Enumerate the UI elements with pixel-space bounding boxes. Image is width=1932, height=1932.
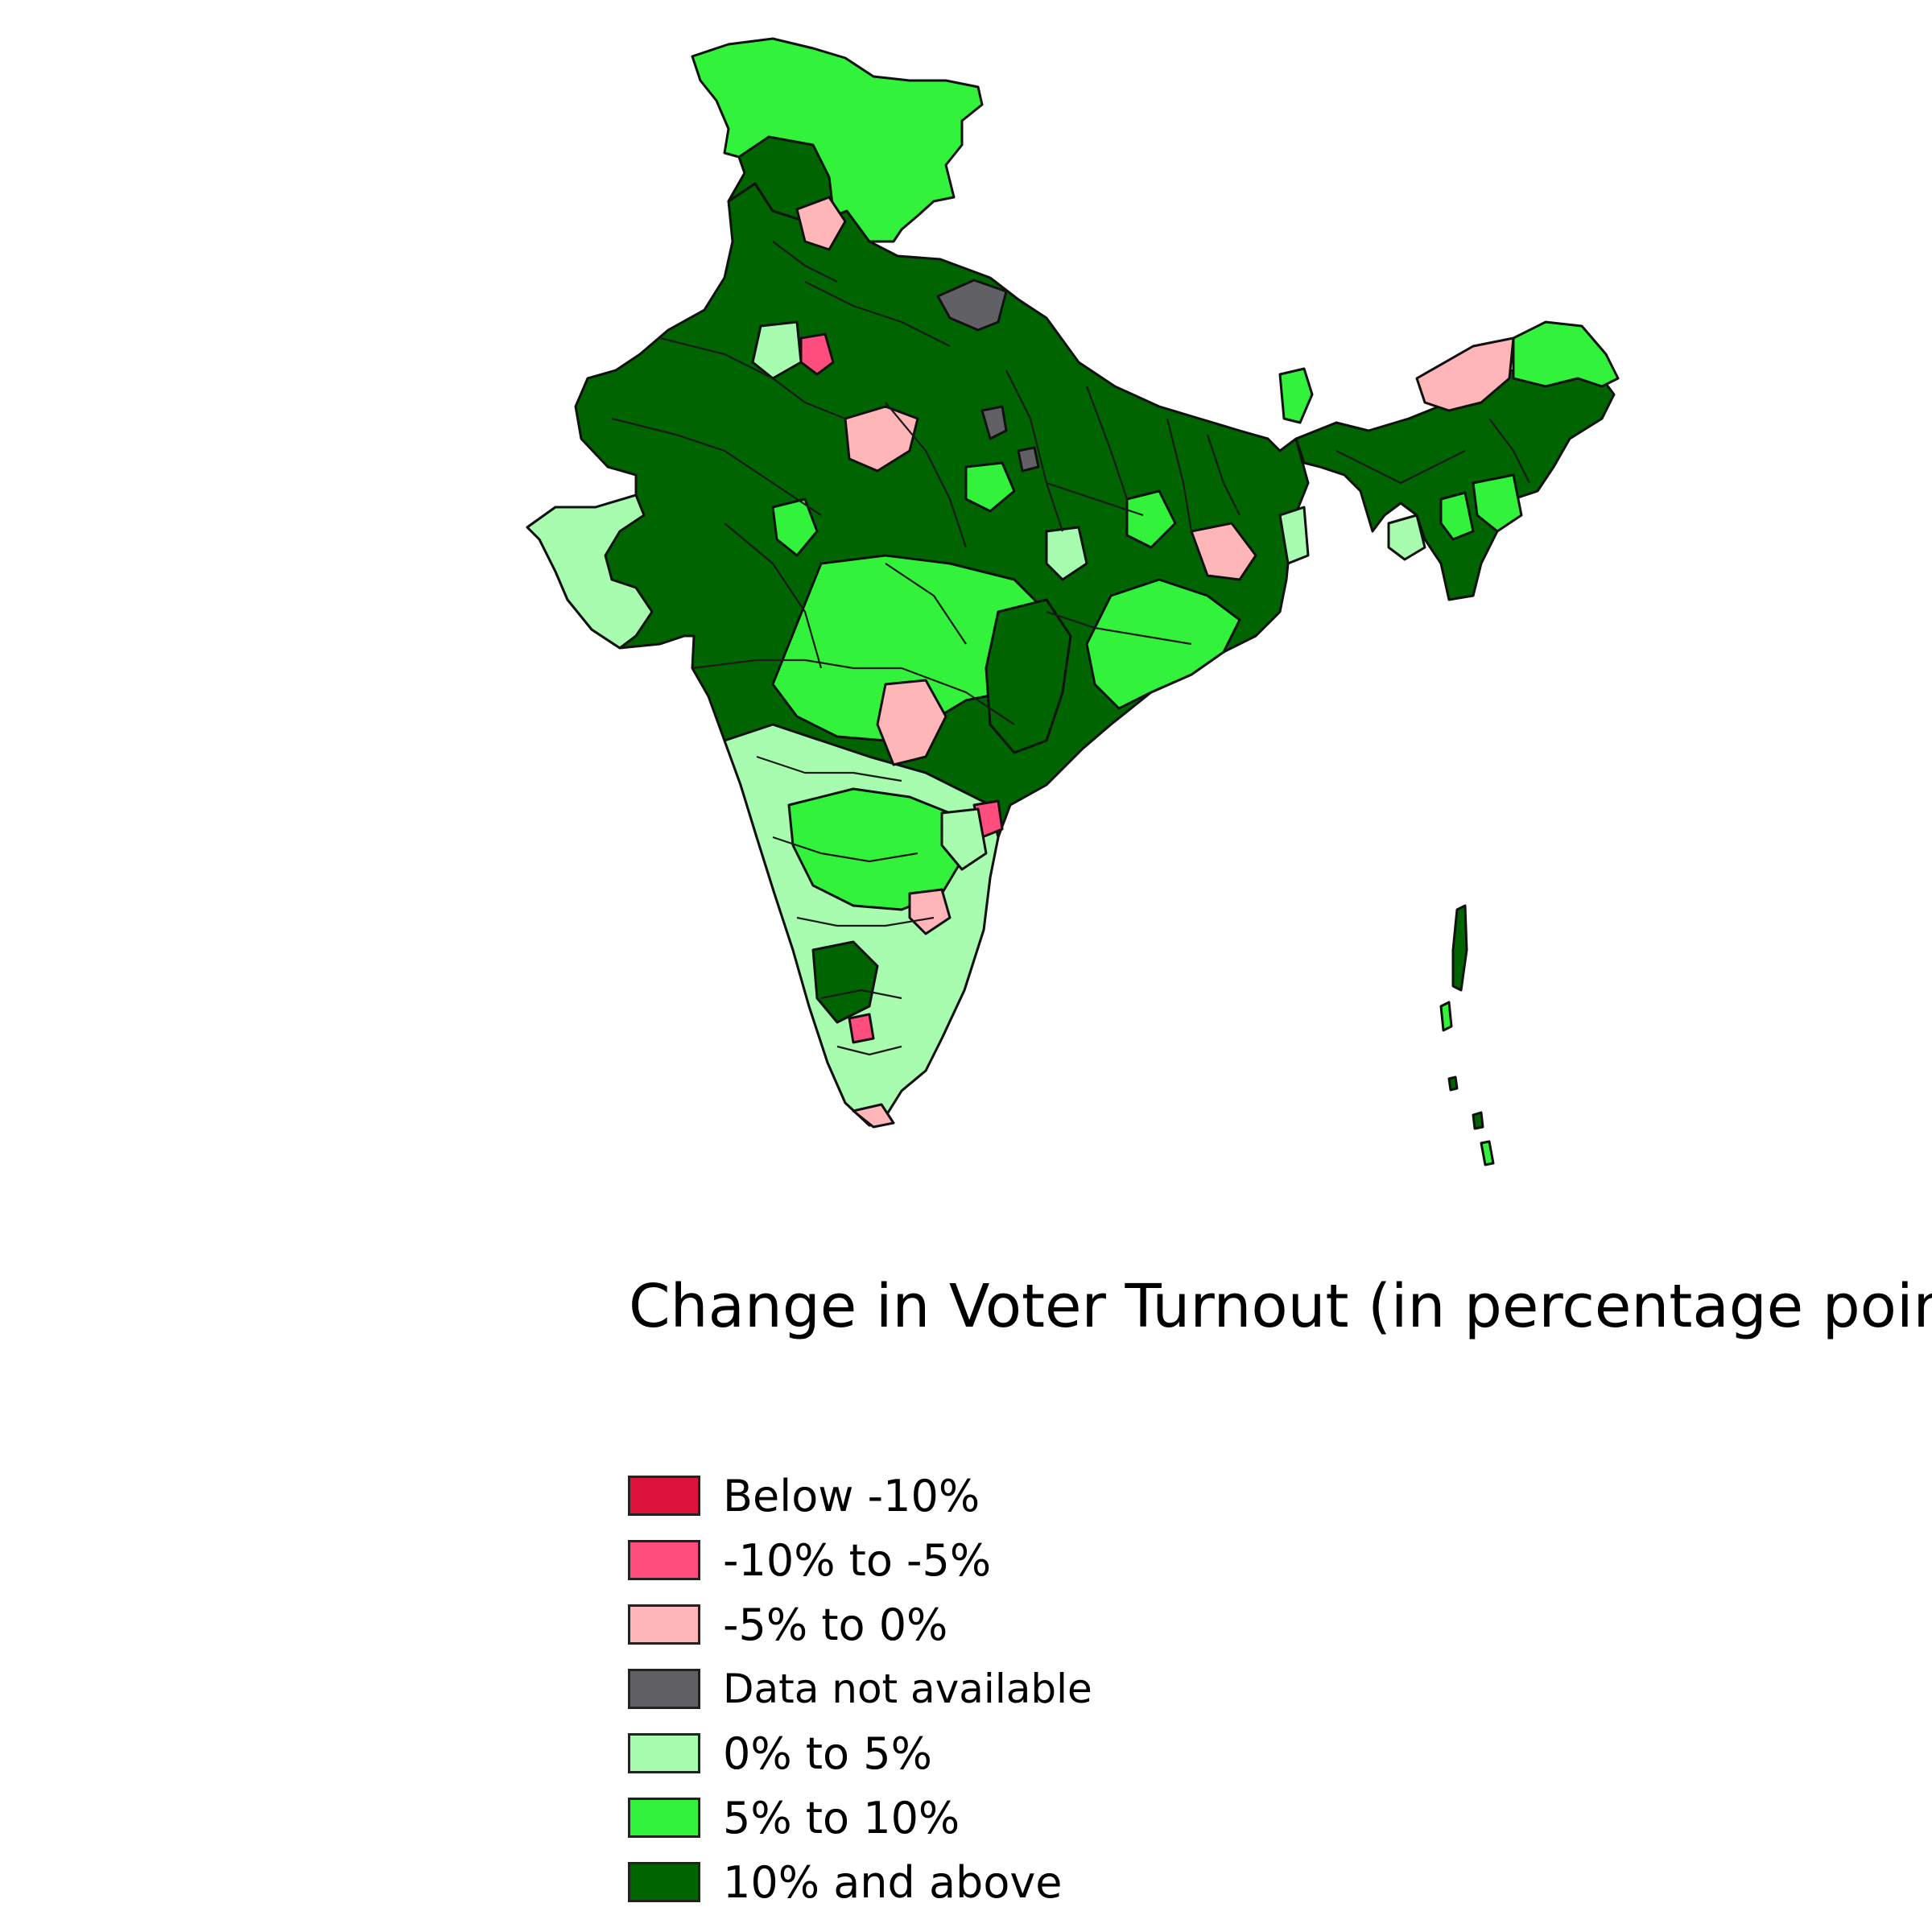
- legend-item-5-to-10: 5% to 10%: [628, 1785, 1092, 1850]
- nicobar-island-2: [1480, 1140, 1495, 1166]
- east-coast-region: [1085, 578, 1241, 710]
- bright-zone-2: [1125, 489, 1177, 549]
- light-zone-1: [751, 320, 803, 380]
- bright-zone-3: [964, 461, 1016, 513]
- legend: Below -10% -10% to -5% -5% to 0% Data no…: [628, 1463, 1092, 1914]
- legend-swatch: [628, 1733, 700, 1773]
- legend-item-minus-5-to-0: -5% to 0%: [628, 1592, 1092, 1657]
- arunachal-east: [1512, 320, 1620, 388]
- legend-label: Below -10%: [723, 1470, 980, 1521]
- pink-zone-4: [795, 196, 847, 251]
- pink-zone-6: [852, 1103, 895, 1129]
- legend-label: 10% and above: [723, 1856, 1063, 1908]
- pink-zone-1: [844, 405, 919, 473]
- legend-swatch: [628, 1862, 700, 1902]
- pink-zone-2: [876, 679, 947, 766]
- legend-label: Data not available: [723, 1666, 1092, 1712]
- south-dark: [811, 940, 879, 1024]
- rose-zone-3: [848, 1013, 875, 1044]
- gray-zone-2: [980, 405, 1008, 440]
- legend-swatch: [628, 1604, 700, 1645]
- pink-zone-5: [1190, 522, 1257, 581]
- ne-bright-1: [1472, 473, 1523, 533]
- choropleth-map: [526, 37, 1620, 1166]
- legend-item-data-not-available: Data not available: [628, 1657, 1092, 1721]
- light-zone-3: [940, 807, 988, 871]
- legend-label: -10% to -5%: [723, 1534, 992, 1586]
- legend-title: Change in Voter Turnout (in percentage p…: [629, 1272, 1932, 1341]
- nicobar-island-1: [1472, 1111, 1484, 1130]
- gray-zone-3: [1017, 446, 1040, 473]
- legend-label: 5% to 10%: [723, 1792, 960, 1843]
- central-east-dark: [985, 598, 1072, 754]
- arunachal-region: [1415, 336, 1515, 412]
- light-zone-4: [1278, 506, 1310, 565]
- gujarat-region: [526, 493, 654, 650]
- legend-item-below-minus-10: Below -10%: [628, 1463, 1092, 1528]
- central-region: [771, 554, 1048, 742]
- andaman-islands: [1451, 904, 1468, 992]
- nicobar-island-3: [1447, 1075, 1459, 1092]
- andaman-island-2: [1439, 1001, 1453, 1032]
- gray-zone-1: [936, 279, 1008, 332]
- legend-item-0-to-5: 0% to 5%: [628, 1721, 1092, 1785]
- legend-item-10-and-above: 10% and above: [628, 1850, 1092, 1914]
- ne-light-1: [1387, 514, 1426, 561]
- legend-swatch: [628, 1669, 700, 1709]
- pink-zone-3: [908, 888, 952, 935]
- legend-label: 0% to 5%: [723, 1728, 932, 1779]
- legend-label: -5% to 0%: [723, 1599, 948, 1650]
- legend-item-minus-10-to-minus-5: -10% to -5%: [628, 1528, 1092, 1592]
- legend-swatch: [628, 1540, 700, 1580]
- sikkim-region: [1278, 367, 1314, 424]
- district-boundaries: [611, 241, 1530, 1056]
- light-zone-2: [1045, 526, 1088, 581]
- ne-bright-2: [1439, 491, 1475, 541]
- legend-swatch: [628, 1476, 700, 1516]
- legend-swatch: [628, 1798, 700, 1838]
